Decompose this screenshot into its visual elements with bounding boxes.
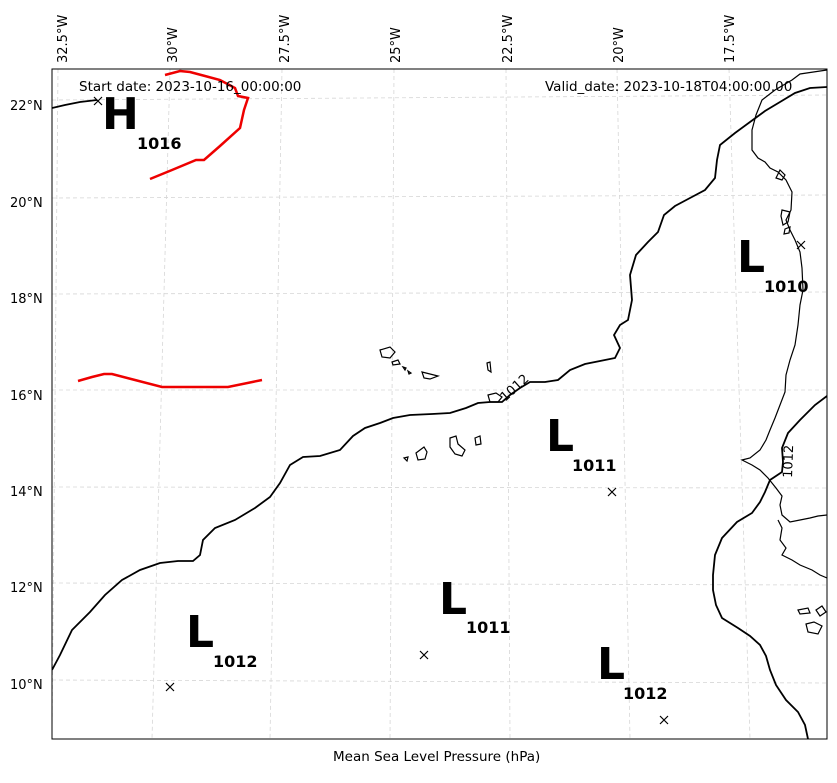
lat-label-12n: 12°N bbox=[10, 581, 43, 596]
isobar-label-1012-right: 1012 bbox=[781, 445, 797, 479]
lon-label-32-5w: 32.5°W bbox=[56, 15, 71, 63]
lon-label-22-5w: 22.5°W bbox=[501, 15, 516, 63]
isobar-top-left bbox=[52, 99, 98, 109]
latitude-labels: 22°N 20°N 18°N 16°N 14°N 12°N 10°N bbox=[10, 99, 43, 693]
isobar-1012-main bbox=[52, 86, 827, 671]
low-center-letter-1011-east: L bbox=[546, 411, 574, 462]
high-pressure-contours bbox=[77, 69, 263, 389]
high-center-value: 1016 bbox=[137, 134, 182, 153]
lon-label-30w: 30°W bbox=[166, 27, 181, 63]
low-center-value-1011-south: 1011 bbox=[466, 618, 511, 637]
map-caption: Mean Sea Level Pressure (hPa) bbox=[333, 749, 540, 765]
isobar-1012-right bbox=[712, 395, 827, 739]
lat-label-18n: 18°N bbox=[10, 292, 43, 307]
center-marker bbox=[93, 96, 103, 106]
center-markers bbox=[93, 96, 806, 725]
high-center-letter: H bbox=[102, 89, 139, 140]
coastlines bbox=[379, 69, 827, 635]
low-center-letter-1012-west: L bbox=[186, 607, 214, 658]
start-date-label: Start date: 2023-10-16_00:00:00 bbox=[79, 79, 301, 95]
map-frame bbox=[51, 68, 828, 740]
lon-label-20w: 20°W bbox=[612, 27, 627, 63]
center-marker bbox=[165, 682, 175, 692]
low-center-letter-1011-south: L bbox=[439, 574, 467, 625]
low-center-letter-1010: L bbox=[737, 232, 765, 283]
lon-label-17-5w: 17.5°W bbox=[723, 15, 738, 63]
low-center-value-1010: 1010 bbox=[764, 277, 809, 296]
lat-label-20n: 20°N bbox=[10, 196, 43, 211]
low-center-value-1011-east: 1011 bbox=[572, 456, 617, 475]
isobars bbox=[52, 86, 827, 739]
low-center-value-1012-west: 1012 bbox=[213, 652, 258, 671]
center-marker bbox=[659, 715, 669, 725]
low-center-letter-1012-southeast: L bbox=[597, 639, 625, 690]
graticule bbox=[52, 69, 827, 739]
lat-label-14n: 14°N bbox=[10, 485, 43, 500]
longitude-labels: 32.5°W 30°W 27.5°W 25°W 22.5°W 20°W 17.5… bbox=[56, 15, 738, 63]
center-marker bbox=[796, 240, 806, 250]
center-marker bbox=[419, 650, 429, 660]
lon-label-25w: 25°W bbox=[389, 27, 404, 63]
low-center-value-1012-southeast: 1012 bbox=[623, 684, 668, 703]
lon-label-27-5w: 27.5°W bbox=[278, 15, 293, 63]
lat-label-10n: 10°N bbox=[10, 678, 43, 693]
red-contour-top bbox=[149, 69, 250, 181]
lat-label-16n: 16°N bbox=[10, 389, 43, 404]
lat-label-22n: 22°N bbox=[10, 99, 43, 114]
pressure-centers: H 1016 L 1010 L 1011 L 1011 L 1012 L 101… bbox=[102, 89, 809, 703]
red-contour-middle bbox=[77, 372, 263, 389]
center-marker bbox=[607, 487, 617, 497]
valid-date-label: Valid_date: 2023-10-18T04:00:00.00 bbox=[545, 79, 792, 95]
isobar-label-1012: 1012 bbox=[498, 372, 533, 405]
